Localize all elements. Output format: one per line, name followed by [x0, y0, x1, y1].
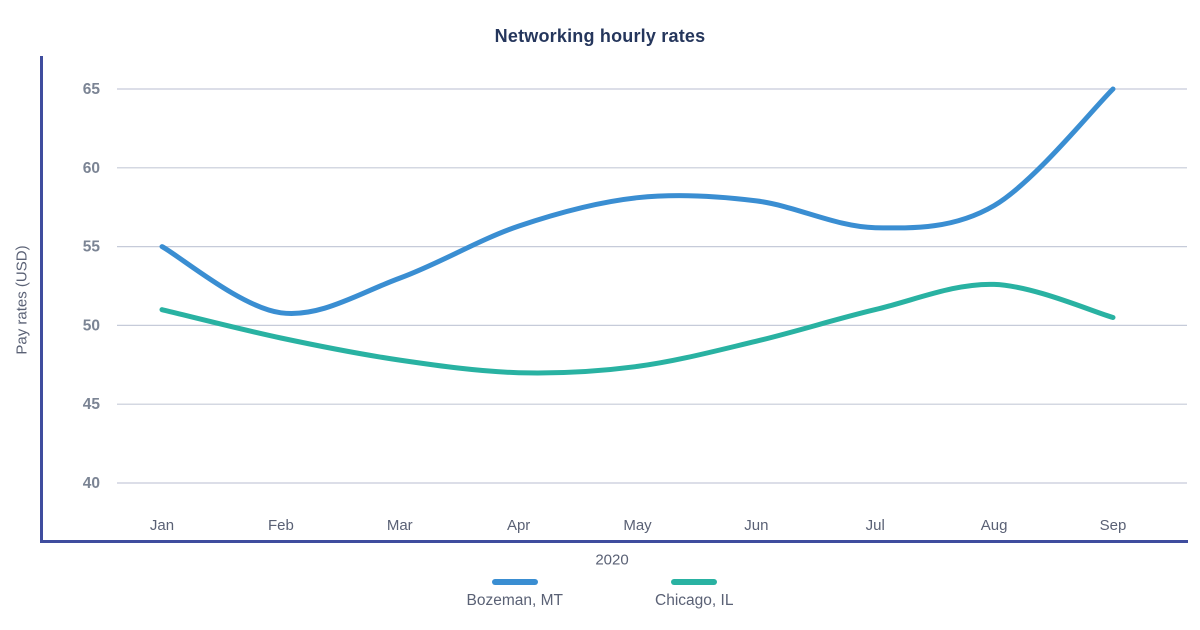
legend: Bozeman, MT Chicago, IL	[0, 579, 1200, 610]
x-tick-label: Jul	[866, 517, 885, 534]
y-tick-label: 55	[83, 239, 101, 256]
x-tick-label: Sep	[1100, 517, 1127, 534]
legend-entry-chicago: Chicago, IL	[655, 579, 733, 610]
legend-label: Bozeman, MT	[466, 592, 564, 609]
x-tick-label: Jun	[744, 517, 768, 534]
y-tick-label: 50	[83, 317, 100, 334]
legend-entry-bozeman: Bozeman, MT	[467, 579, 563, 610]
series-line-chicago-il	[159, 281, 1116, 376]
y-tick-label: 65	[83, 81, 101, 98]
y-tick-label: 40	[83, 475, 100, 492]
x-tick-label: Apr	[507, 517, 530, 534]
legend-label: Chicago, IL	[655, 592, 734, 609]
x-axis-title: 2020	[595, 551, 629, 569]
chart-title: Networking hourly rates	[494, 26, 706, 46]
x-tick-label: May	[623, 517, 652, 534]
legend-swatch-bozeman-line	[491, 579, 538, 585]
y-tick-label: 45	[83, 396, 101, 413]
x-tick-label: Aug	[981, 517, 1008, 534]
legend-swatch-chicago-line	[671, 579, 718, 585]
series-line-bozeman-mt	[159, 86, 1116, 316]
x-tick-label: Mar	[387, 517, 413, 534]
y-tick-label: 60	[83, 160, 100, 177]
x-tick-label: Feb	[268, 517, 294, 534]
x-tick-label: Jan	[150, 517, 174, 534]
